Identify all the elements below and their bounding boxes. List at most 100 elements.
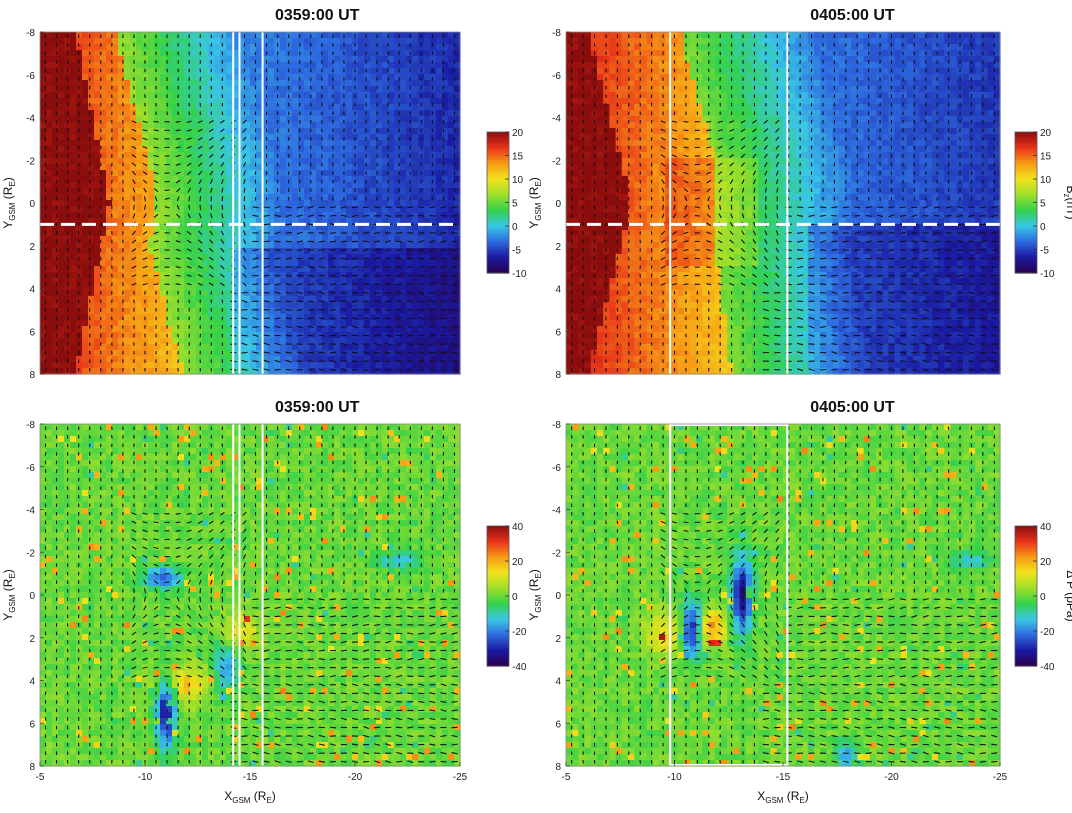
heatmap-cell	[70, 134, 77, 141]
heatmap-cell	[214, 68, 221, 75]
heatmap-cell	[112, 212, 119, 219]
heatmap-cell	[148, 302, 155, 309]
heatmap-cell	[52, 302, 59, 309]
heatmap-cell	[424, 332, 431, 339]
heatmap-cell	[202, 164, 209, 171]
heatmap-cell	[364, 362, 371, 369]
heatmap-cell	[124, 296, 131, 303]
heatmap-cell	[172, 338, 179, 345]
heatmap-cell	[124, 116, 131, 123]
heatmap-cell	[178, 86, 185, 93]
heatmap-cell	[340, 74, 347, 81]
heatmap-cell	[160, 290, 167, 297]
heatmap-cell	[46, 62, 53, 69]
heatmap-cell	[202, 86, 209, 93]
heatmap-cell	[112, 206, 119, 213]
heatmap-cell	[136, 38, 143, 45]
heatmap-cell	[448, 122, 455, 129]
heatmap-cell	[202, 50, 209, 57]
heatmap-cell	[382, 44, 389, 51]
heatmap-cell	[346, 176, 353, 183]
heatmap-cell	[406, 158, 413, 165]
heatmap-cell	[118, 128, 125, 135]
flow-arrow	[244, 69, 245, 73]
heatmap-cell	[406, 98, 413, 105]
heatmap-cell	[268, 326, 275, 333]
heatmap-cell	[214, 98, 221, 105]
heatmap-cell	[358, 194, 365, 201]
heatmap-cell	[322, 314, 329, 321]
heatmap-cell	[406, 86, 413, 93]
heatmap-cell	[52, 176, 59, 183]
heatmap-cell	[334, 158, 341, 165]
heatmap-cell	[46, 296, 53, 303]
heatmap-cell	[424, 338, 431, 345]
heatmap-cell	[310, 248, 317, 255]
heatmap-cell	[346, 290, 353, 297]
heatmap-cell	[400, 44, 407, 51]
heatmap-cell	[190, 104, 197, 111]
heatmap-cell	[190, 362, 197, 369]
heatmap-cell	[322, 140, 329, 147]
heatmap-cell	[436, 248, 443, 255]
flow-arrow	[154, 130, 159, 131]
heatmap-cell	[328, 344, 335, 351]
heatmap-cell	[226, 56, 233, 63]
heatmap-cell	[448, 68, 455, 75]
heatmap-cell	[82, 338, 89, 345]
heatmap-cell	[436, 80, 443, 87]
heatmap-cell	[346, 68, 353, 75]
heatmap-cell	[412, 242, 419, 249]
heatmap-cell	[124, 56, 131, 63]
heatmap-cell	[436, 152, 443, 159]
heatmap-cell	[202, 188, 209, 195]
heatmap-cell	[178, 158, 185, 165]
heatmap-cell	[46, 254, 53, 261]
heatmap-cell	[190, 320, 197, 327]
heatmap-cell	[268, 242, 275, 249]
heatmap-cell	[178, 140, 185, 147]
heatmap-cell	[298, 50, 305, 57]
heatmap-cell	[268, 164, 275, 171]
heatmap-cell	[292, 152, 299, 159]
heatmap-cell	[280, 182, 287, 189]
heatmap-cell	[58, 158, 65, 165]
heatmap-cell	[58, 152, 65, 159]
heatmap-cell	[202, 104, 209, 111]
heatmap-cell	[388, 344, 395, 351]
heatmap-cell	[436, 86, 443, 93]
heatmap-cell	[160, 302, 167, 309]
heatmap-cell	[304, 140, 311, 147]
heatmap-cell	[94, 338, 101, 345]
heatmap-cell	[70, 128, 77, 135]
heatmap-cell	[214, 80, 221, 87]
heatmap-cell	[160, 332, 167, 339]
heatmap-cell	[340, 320, 347, 327]
heatmap-cell	[100, 140, 107, 147]
heatmap-cell	[310, 260, 317, 267]
heatmap-cell	[112, 200, 119, 207]
heatmap-cell	[424, 152, 431, 159]
heatmap-cell	[436, 74, 443, 81]
heatmap-cell	[286, 188, 293, 195]
heatmap-cell	[358, 92, 365, 99]
heatmap-cell	[124, 92, 131, 99]
heatmap-cell	[148, 164, 155, 171]
heatmap-cell	[292, 62, 299, 69]
heatmap-cell	[52, 254, 59, 261]
heatmap-cell	[334, 308, 341, 315]
heatmap-cell	[418, 200, 425, 207]
heatmap-cell	[292, 362, 299, 369]
heatmap-cell	[358, 152, 365, 159]
heatmap-cell	[220, 344, 227, 351]
heatmap-cell	[160, 56, 167, 63]
heatmap-cell	[280, 338, 287, 345]
heatmap-cell	[424, 242, 431, 249]
heatmap-cell	[412, 56, 419, 63]
heatmap-cell	[94, 206, 101, 213]
heatmap-cell	[160, 68, 167, 75]
heatmap-cell	[190, 326, 197, 333]
heatmap-cell	[364, 302, 371, 309]
heatmap-cell	[76, 176, 83, 183]
heatmap-cell	[52, 290, 59, 297]
